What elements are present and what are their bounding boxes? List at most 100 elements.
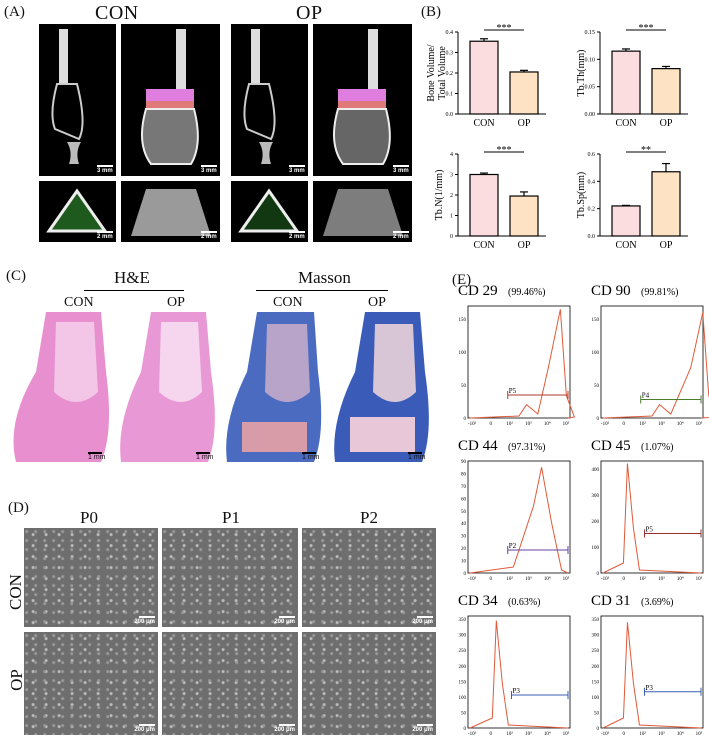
plot-frame xyxy=(600,305,704,419)
y-tick-label: 0.4 xyxy=(446,30,454,36)
y-tick-label: 100 xyxy=(592,546,600,551)
marker-label: CD 29 xyxy=(458,283,498,299)
y-tick-label: 20 xyxy=(461,547,467,552)
x-tick-label: 10² xyxy=(639,421,646,427)
y-tick-label: 100 xyxy=(592,351,600,356)
passage-p2-label: P2 xyxy=(360,508,378,527)
y-tick-label: 250 xyxy=(459,649,467,654)
femur-op-roi-image xyxy=(333,29,391,165)
bar-con xyxy=(469,40,499,115)
percent-label: (97.31%) xyxy=(508,442,546,453)
y-tick-label: 0 xyxy=(597,727,600,732)
percent-label: (99.81%) xyxy=(641,287,679,298)
y-tick-label: 200 xyxy=(592,520,600,525)
x-tick-label: 10³ xyxy=(658,576,665,582)
x-tick-label: 0 xyxy=(623,577,626,582)
percent-label: (99.46%) xyxy=(508,287,546,298)
x-tick-label: 10³ xyxy=(525,731,532,737)
bar-op xyxy=(651,68,681,115)
he-con-label: CON xyxy=(64,295,94,310)
gate-label: P5 xyxy=(645,525,653,533)
masson-stain-title: Masson xyxy=(298,268,351,287)
row-con-label: CON xyxy=(5,574,25,610)
significance-marker: *** xyxy=(497,145,512,156)
plot-frame xyxy=(600,460,704,574)
y-tick-label: 30 xyxy=(461,535,467,540)
y-tick-label: 0.2 xyxy=(446,71,454,77)
panel-d-label: (D) xyxy=(8,500,29,516)
y-tick-label: 3 xyxy=(450,173,453,179)
bar-chart-4: 0.0 0.2 0.4 0.6 Tb.Sp(mm) CON OP ** xyxy=(576,145,688,251)
femur-con-roi-image xyxy=(141,29,199,165)
y-tick-label: 4 xyxy=(450,152,453,158)
y-tick-label: 400 xyxy=(592,468,600,473)
x-tick-label: 10⁴ xyxy=(677,731,684,737)
x-tick-label: 10² xyxy=(506,731,513,737)
cell-image-op-p2: 200 μm xyxy=(302,632,436,735)
trabecular-op-3d-image xyxy=(323,189,403,236)
masson-op-histology xyxy=(334,312,429,462)
y-tick-label: 150 xyxy=(459,680,467,685)
x-tick-label: 10² xyxy=(506,421,513,427)
x-tick-label: -10² xyxy=(601,421,610,427)
he-op-histology xyxy=(120,312,215,462)
bar-chart-2: 0.00 0.05 0.10 0.15 Tb.Th(mm) CON OP *** xyxy=(576,23,688,129)
scale-bar: 2 mm xyxy=(393,231,409,240)
y-tick-label: 100 xyxy=(592,696,600,701)
x-tick-label: -10² xyxy=(468,576,477,582)
scale-bar: 1 mm xyxy=(302,452,320,461)
y-tick-label: 90 xyxy=(461,460,467,465)
masson-con-histology xyxy=(226,312,322,462)
y-tick-label: 0.3 xyxy=(446,51,454,57)
x-tick-label: 10⁵ xyxy=(563,731,570,737)
histogram-curve xyxy=(602,312,709,419)
scale-bar: 2 mm xyxy=(289,231,305,240)
bar-con xyxy=(611,205,641,237)
x-tick-label: 10³ xyxy=(658,421,665,427)
cell-image-con-p1: 200 μm xyxy=(162,528,298,627)
he-con-histology xyxy=(13,312,110,462)
y-tick-label: 10 xyxy=(461,560,467,565)
passage-p1-label: P1 xyxy=(222,508,240,527)
microct-con-section-3d: 2 mm xyxy=(121,181,220,242)
y-tick-label: 300 xyxy=(592,494,600,499)
significance-marker: *** xyxy=(497,23,512,34)
y-tick-label: 0.2 xyxy=(588,207,596,213)
gate-label: P3 xyxy=(645,684,653,692)
y-tick-label: 0.6 xyxy=(588,152,596,158)
y-tick-label: 0.00 xyxy=(585,112,596,118)
y-tick-label: 80 xyxy=(461,472,467,477)
gate-label: P4 xyxy=(642,392,650,400)
trabecular-con-3d-image xyxy=(131,189,211,236)
y-tick-label: 50 xyxy=(461,510,467,515)
x-tick-label: 10³ xyxy=(525,421,532,427)
y-tick-label: 100 xyxy=(459,696,467,701)
cell-image-op-p0: 200 μm xyxy=(24,632,158,735)
bone-morphometry-charts: 0.0 0.1 0.2 0.3 0.4 Bone Volume/Total Volume C… xyxy=(426,23,688,251)
y-tick-label: 0 xyxy=(597,572,600,577)
plot-frame xyxy=(467,615,571,729)
significance-marker: *** xyxy=(639,23,654,34)
percent-label: (3.69%) xyxy=(641,597,674,608)
he-op-label: OP xyxy=(167,295,185,310)
bar-op xyxy=(509,71,539,115)
scale-bar: 3 mm xyxy=(97,165,113,174)
cell-image-op-p1: 200 μm xyxy=(162,632,298,735)
y-tick-label: 0 xyxy=(464,572,467,577)
y-tick-label: 0.1 xyxy=(446,92,454,98)
y-tick-label: 0.0 xyxy=(588,234,596,240)
cell-image-con-p2: 200 μm xyxy=(302,528,436,627)
x-tick-label: 10² xyxy=(639,731,646,737)
panel-e-label: (E) xyxy=(452,272,472,288)
x-tick-label: OP xyxy=(660,240,673,251)
scale-bar: 2 mm xyxy=(97,231,113,240)
x-tick-label: -10² xyxy=(601,731,610,737)
scale-bar: 3 mm xyxy=(201,165,217,174)
x-tick-label: 10⁵ xyxy=(563,421,570,427)
femur-op-image xyxy=(243,29,276,164)
cell-image-con-p0: 200 μm xyxy=(24,528,158,627)
marker-label: CD 34 xyxy=(458,593,498,609)
